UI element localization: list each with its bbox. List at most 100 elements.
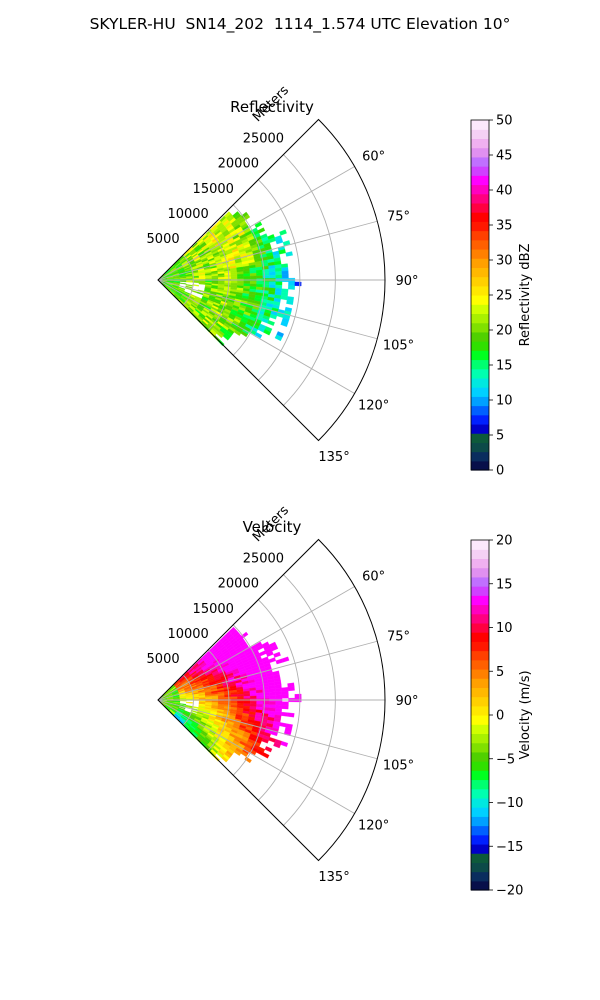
colorbar-swatch bbox=[471, 761, 489, 771]
radar-gate bbox=[287, 712, 295, 718]
radar-gate bbox=[240, 631, 249, 639]
colorbar-swatch bbox=[471, 166, 489, 176]
radar-gate bbox=[273, 651, 281, 658]
colorbar-tick-label: 25 bbox=[496, 289, 513, 304]
colorbar-swatch bbox=[471, 834, 489, 845]
reflectivity-colorbar: 0 5 10 15 20 25 30 35 40 45 50 Reflectivity dBZ bbox=[470, 114, 533, 479]
radar-gate bbox=[268, 704, 276, 709]
radial-tick-label: 20000 bbox=[218, 157, 259, 172]
colorbar-swatch bbox=[471, 396, 489, 407]
radar-gate bbox=[268, 688, 276, 693]
radar-gate bbox=[240, 330, 249, 338]
radar-gate bbox=[243, 273, 251, 277]
colorbar-tick-label: 5 bbox=[496, 665, 504, 680]
colorbar-label: Velocity (m/s) bbox=[518, 670, 533, 759]
colorbar-swatch bbox=[471, 871, 489, 882]
radar-gate bbox=[256, 272, 264, 277]
colorbar-swatch bbox=[471, 451, 489, 462]
colorbar-swatch bbox=[471, 816, 489, 827]
radar-gate bbox=[275, 691, 283, 696]
colorbar-swatch bbox=[471, 705, 489, 716]
radial-tick-label: 5000 bbox=[147, 232, 180, 247]
colorbar-swatch bbox=[471, 678, 489, 688]
radar-gate bbox=[230, 276, 238, 280]
radar-gate bbox=[269, 701, 276, 706]
radar-gate bbox=[281, 690, 289, 695]
radar-gate bbox=[275, 658, 284, 665]
colorbar-swatch bbox=[471, 387, 489, 397]
radar-gate bbox=[281, 705, 289, 710]
colorbar-tick-label: 0 bbox=[496, 709, 504, 724]
radar-gate bbox=[285, 251, 293, 257]
radar-gate bbox=[249, 272, 257, 277]
colorbar-swatch bbox=[471, 248, 489, 259]
velocity-panel-title: Velocity bbox=[243, 518, 302, 536]
radar-gate bbox=[275, 694, 283, 699]
colorbar-swatch bbox=[471, 659, 489, 670]
radar-gate bbox=[233, 749, 242, 756]
colorbar-swatch bbox=[471, 129, 489, 140]
colorbar-tick-label: −5 bbox=[496, 752, 515, 767]
radar-gate bbox=[268, 284, 276, 289]
angle-tick-label: 105° bbox=[383, 338, 414, 353]
radar-gate bbox=[243, 701, 251, 705]
angle-tick-label: 135° bbox=[318, 450, 349, 465]
colorbar-swatch bbox=[471, 138, 489, 149]
radar-gate bbox=[281, 274, 289, 279]
radar-gate bbox=[237, 696, 244, 700]
radar-gate bbox=[263, 329, 271, 336]
colorbar-swatch bbox=[471, 147, 489, 158]
reflectivity-panel-title: Reflectivity bbox=[230, 98, 314, 116]
radar-gate bbox=[254, 332, 263, 339]
colorbar-swatch bbox=[471, 442, 489, 453]
figure-title: SKYLER-HU SN14_202 1114_1.574 UTC Elevat… bbox=[89, 15, 511, 33]
velocity-colorbar: −20 −15 −10 −5 0 5 10 15 20 Velocity (m/s) bbox=[470, 534, 533, 899]
radar-gate bbox=[262, 692, 270, 696]
reflectivity-field bbox=[159, 211, 302, 347]
radar-gate bbox=[249, 281, 257, 285]
radar-gate bbox=[230, 280, 238, 284]
radar-gate bbox=[237, 273, 244, 277]
radar-gate bbox=[205, 697, 213, 700]
radar-gate bbox=[275, 687, 282, 692]
radar-gate bbox=[262, 272, 270, 276]
colorbar-tick-label: 40 bbox=[496, 184, 513, 199]
colorbar-tick-label: 20 bbox=[496, 324, 513, 339]
colorbar-tick-label: −20 bbox=[496, 884, 523, 899]
radar-gate bbox=[256, 701, 264, 705]
angle-tick-label: 75° bbox=[387, 210, 410, 225]
angle-tick-label: 90° bbox=[395, 694, 418, 709]
colorbar-swatch bbox=[471, 613, 489, 624]
colorbar-swatch bbox=[471, 239, 489, 250]
radar-gate bbox=[198, 282, 206, 285]
radial-tick-label: 5000 bbox=[147, 652, 180, 667]
radar-gate bbox=[281, 267, 289, 272]
radar-gate bbox=[281, 711, 289, 717]
colorbar-swatch bbox=[471, 668, 489, 679]
radar-gate bbox=[186, 281, 193, 283]
colorbar-tick-label: 30 bbox=[496, 254, 513, 269]
radar-gate bbox=[185, 285, 193, 289]
radar-gate bbox=[233, 329, 242, 336]
colorbar-swatch bbox=[471, 576, 489, 587]
radar-gate bbox=[192, 284, 199, 287]
radar-gate bbox=[211, 697, 219, 700]
radar-gate bbox=[230, 274, 238, 278]
angle-tick-label: 90° bbox=[395, 274, 418, 289]
radar-gate bbox=[275, 274, 283, 279]
radar-gate bbox=[268, 268, 276, 273]
radar-gate bbox=[243, 693, 251, 697]
colorbar-swatch bbox=[471, 687, 489, 698]
colorbar-swatch bbox=[471, 742, 489, 753]
colorbar-swatch bbox=[471, 350, 489, 361]
colorbar-tick-label: −15 bbox=[496, 840, 523, 855]
azimuth-gridline bbox=[157, 166, 355, 281]
radar-gate bbox=[249, 701, 257, 705]
colorbar-swatch bbox=[471, 230, 489, 241]
colorbar-swatch bbox=[471, 433, 489, 443]
radar-gate bbox=[216, 331, 224, 339]
azimuth-gridline bbox=[157, 279, 355, 394]
radar-gate bbox=[261, 737, 269, 744]
colorbar-swatch bbox=[471, 843, 489, 854]
radar-gate bbox=[243, 281, 251, 285]
